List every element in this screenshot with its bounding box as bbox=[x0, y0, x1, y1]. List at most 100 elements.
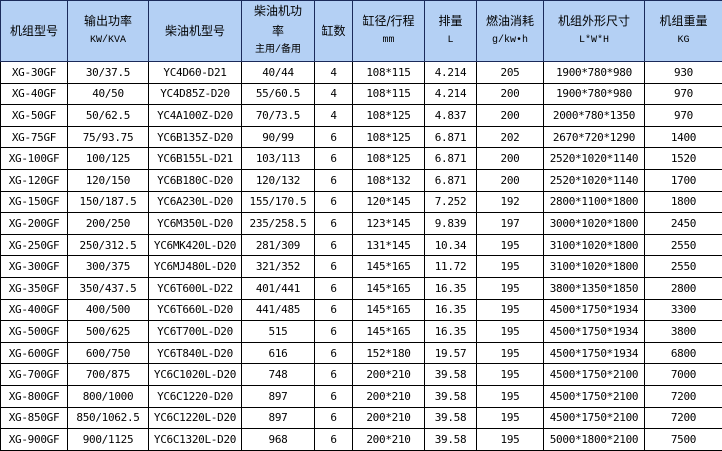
cell-fuel-consumption: 200 bbox=[476, 168, 544, 192]
cell-output-power: 350/437.5 bbox=[67, 276, 149, 300]
cell-displacement: 6.871 bbox=[424, 147, 477, 170]
cell-engine-model: YC6MK420L-D20 bbox=[148, 233, 242, 257]
header-engine-model: 柴油机型号 bbox=[148, 0, 242, 62]
cell-engine-power: 897 bbox=[241, 406, 315, 430]
cell-dimensions: 2800*1100*1800 bbox=[543, 190, 645, 214]
cell-weight: 1520 bbox=[644, 147, 722, 170]
header-output-power: 输出功率 KW/KVA bbox=[67, 0, 149, 62]
cell-output-power: 50/62.5 bbox=[67, 104, 149, 127]
cell-cylinders: 6 bbox=[314, 341, 353, 365]
cell-engine-power: 40/44 bbox=[241, 61, 315, 84]
cell-displacement: 11.72 bbox=[424, 255, 477, 278]
header-unit: KW/KVA bbox=[89, 35, 126, 46]
cell-engine-model: YC6C1220-D20 bbox=[148, 384, 242, 408]
cell-cylinders: 6 bbox=[314, 384, 353, 408]
cell-bore-stroke: 200*210 bbox=[352, 428, 425, 451]
cell-model: XG-250GF bbox=[0, 233, 68, 257]
cell-displacement: 39.58 bbox=[424, 363, 477, 386]
cell-engine-model: YC6B135Z-D20 bbox=[148, 125, 242, 149]
cell-cylinders: 4 bbox=[314, 61, 353, 84]
header-title: 输出功率 bbox=[83, 14, 132, 28]
cell-weight: 1700 bbox=[644, 168, 722, 192]
header-unit: L bbox=[447, 35, 454, 46]
cell-cylinders: 6 bbox=[314, 168, 353, 192]
cell-fuel-consumption: 195 bbox=[476, 233, 544, 257]
table-row: XG-800GF 800/1000 YC6C1220-D20 897 6 200*210 3… bbox=[0, 384, 722, 408]
cell-fuel-consumption: 192 bbox=[476, 190, 544, 214]
header-unit: mm bbox=[382, 35, 395, 46]
cell-bore-stroke: 108*125 bbox=[352, 147, 425, 170]
cell-output-power: 100/125 bbox=[67, 147, 149, 170]
table-row: XG-500GF 500/625 YC6T700L-D20 515 6 145*165 16… bbox=[0, 320, 722, 343]
cell-bore-stroke: 145*165 bbox=[352, 276, 425, 300]
cell-model: XG-100GF bbox=[0, 147, 68, 170]
cell-weight: 1800 bbox=[644, 190, 722, 214]
cell-output-power: 600/750 bbox=[67, 341, 149, 365]
cell-engine-power: 515 bbox=[241, 320, 315, 343]
header-title: 缸数 bbox=[321, 24, 346, 38]
cell-model: XG-700GF bbox=[0, 363, 68, 386]
cell-weight: 970 bbox=[644, 82, 722, 106]
cell-output-power: 500/625 bbox=[67, 320, 149, 343]
table-row: XG-150GF 150/187.5 YC6A230L-D20 155/170.5 6 1… bbox=[0, 190, 722, 214]
cell-engine-power: 235/258.5 bbox=[241, 212, 315, 235]
cell-bore-stroke: 108*132 bbox=[352, 168, 425, 192]
cell-fuel-consumption: 197 bbox=[476, 212, 544, 235]
cell-displacement: 4.837 bbox=[424, 104, 477, 127]
cell-model: XG-500GF bbox=[0, 320, 68, 343]
cell-engine-power: 155/170.5 bbox=[241, 190, 315, 214]
cell-bore-stroke: 200*210 bbox=[352, 406, 425, 430]
cell-bore-stroke: 145*165 bbox=[352, 298, 425, 322]
cell-cylinders: 6 bbox=[314, 147, 353, 170]
cell-cylinders: 6 bbox=[314, 406, 353, 430]
cell-fuel-consumption: 195 bbox=[476, 406, 544, 430]
cell-dimensions: 2520*1020*1140 bbox=[543, 147, 645, 170]
cell-engine-power: 321/352 bbox=[241, 255, 315, 278]
cell-cylinders: 6 bbox=[314, 255, 353, 278]
cell-output-power: 120/150 bbox=[67, 168, 149, 192]
cell-displacement: 9.839 bbox=[424, 212, 477, 235]
header-model: 机组型号 bbox=[0, 0, 68, 62]
cell-fuel-consumption: 200 bbox=[476, 104, 544, 127]
header-title: 机组重量 bbox=[659, 14, 708, 28]
cell-model: XG-600GF bbox=[0, 341, 68, 365]
cell-dimensions: 3100*1020*1800 bbox=[543, 233, 645, 257]
cell-dimensions: 4500*1750*1934 bbox=[543, 298, 645, 322]
header-weight: 机组重量 KG bbox=[644, 0, 722, 62]
table-row: XG-40GF 40/50 YC4D85Z-D20 55/60.5 4 108*115 4.… bbox=[0, 82, 722, 106]
header-row: 机组型号 输出功率 KW/KVA 柴油机型号 柴油机功率 主用/备用 缸数 缸径/行程 mm 排量… bbox=[0, 0, 722, 62]
cell-engine-model: YC6B155L-D21 bbox=[148, 147, 242, 170]
cell-dimensions: 4500*1750*2100 bbox=[543, 406, 645, 430]
cell-engine-power: 968 bbox=[241, 428, 315, 451]
cell-displacement: 6.871 bbox=[424, 125, 477, 149]
cell-dimensions: 4500*1750*2100 bbox=[543, 384, 645, 408]
cell-engine-model: YC6M350L-D20 bbox=[148, 212, 242, 235]
cell-dimensions: 2520*1020*1140 bbox=[543, 168, 645, 192]
header-title: 柴油机功率 bbox=[254, 4, 303, 38]
header-displacement: 排量 L bbox=[424, 0, 477, 62]
cell-cylinders: 6 bbox=[314, 428, 353, 451]
cell-output-power: 40/50 bbox=[67, 82, 149, 106]
cell-output-power: 200/250 bbox=[67, 212, 149, 235]
cell-engine-power: 441/485 bbox=[241, 298, 315, 322]
cell-bore-stroke: 145*165 bbox=[352, 320, 425, 343]
cell-cylinders: 4 bbox=[314, 82, 353, 106]
cell-displacement: 39.58 bbox=[424, 428, 477, 451]
cell-output-power: 75/93.75 bbox=[67, 125, 149, 149]
cell-engine-power: 55/60.5 bbox=[241, 82, 315, 106]
cell-engine-model: YC6T700L-D20 bbox=[148, 320, 242, 343]
cell-weight: 2450 bbox=[644, 212, 722, 235]
cell-engine-model: YC6B180C-D20 bbox=[148, 168, 242, 192]
cell-engine-model: YC4A100Z-D20 bbox=[148, 104, 242, 127]
table-row: XG-30GF 30/37.5 YC4D60-D21 40/44 4 108*115 4.2… bbox=[0, 61, 722, 84]
header-fuel-consumption: 燃油消耗 g/kw•h bbox=[476, 0, 544, 62]
cell-displacement: 16.35 bbox=[424, 298, 477, 322]
cell-engine-model: YC6MJ480L-D20 bbox=[148, 255, 242, 278]
cell-model: XG-350GF bbox=[0, 276, 68, 300]
cell-fuel-consumption: 195 bbox=[476, 320, 544, 343]
cell-bore-stroke: 131*145 bbox=[352, 233, 425, 257]
cell-engine-model: YC6C1320L-D20 bbox=[148, 428, 242, 451]
cell-output-power: 250/312.5 bbox=[67, 233, 149, 257]
cell-engine-model: YC6A230L-D20 bbox=[148, 190, 242, 214]
cell-model: XG-30GF bbox=[0, 61, 68, 84]
